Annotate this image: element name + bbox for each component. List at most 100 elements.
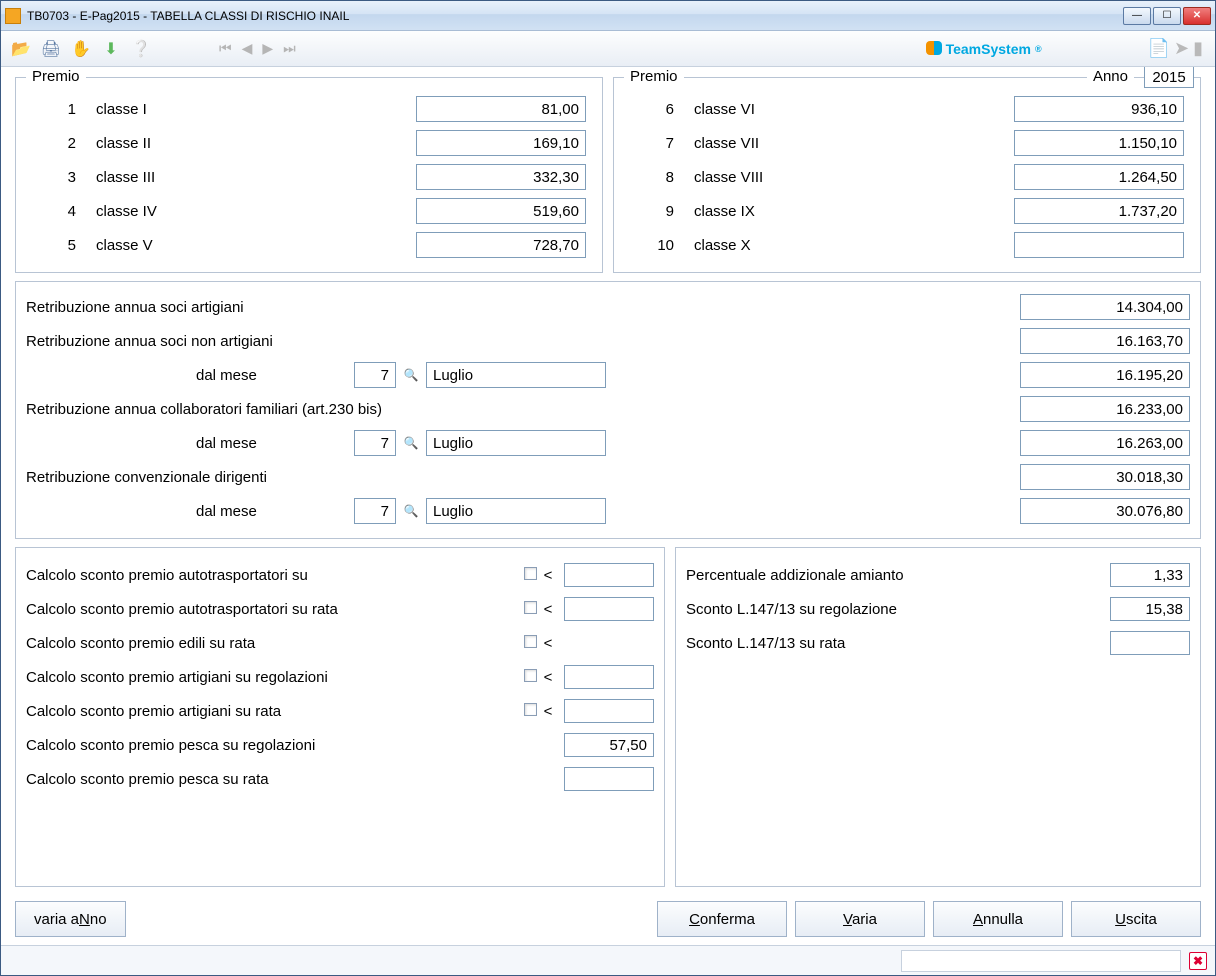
premio-number: 1 [26, 101, 96, 118]
month-num-3[interactable] [354, 498, 396, 524]
premio-value-input[interactable] [416, 96, 586, 122]
calc-label: Calcolo sconto premio edili su rata [26, 635, 520, 652]
calc-row: Calcolo sconto premio autotrasportatori … [26, 592, 654, 626]
status-close-icon[interactable]: ✖ [1189, 952, 1207, 970]
retrib-label-2: Retribuzione annua soci non artigiani [26, 333, 273, 350]
doc-icon[interactable]: 📄 [1148, 38, 1170, 59]
premio-value-input[interactable] [416, 232, 586, 258]
brand-logo: TeamSystem® [926, 41, 1042, 57]
retrib-value-2b[interactable] [1020, 362, 1190, 388]
premio-value-input[interactable] [1014, 96, 1184, 122]
lookup-icon-3[interactable]: 🔍 [402, 502, 420, 520]
retrib-value-3[interactable] [1020, 396, 1190, 422]
premio-number: 3 [26, 169, 96, 186]
retrib-value-4[interactable] [1020, 464, 1190, 490]
premio-number: 5 [26, 237, 96, 254]
calc-row: Calcolo sconto premio autotrasportatori … [26, 558, 654, 592]
retrib-value-4b[interactable] [1020, 498, 1190, 524]
retrib-value-1[interactable] [1020, 294, 1190, 320]
statusbar: ✖ [1, 945, 1215, 975]
calc-value-input[interactable] [564, 563, 654, 587]
varia-button[interactable]: Varia [795, 901, 925, 937]
maximize-button[interactable] [1153, 7, 1181, 25]
calc-checkbox[interactable] [524, 601, 537, 614]
month-num-1[interactable] [354, 362, 396, 388]
calc-row: Calcolo sconto premio artigiani su rata … [26, 694, 654, 728]
calc-value-input[interactable] [564, 733, 654, 757]
lookup-icon-2[interactable]: 🔍 [402, 434, 420, 452]
annulla-button[interactable]: Annulla [933, 901, 1063, 937]
right-row: Percentuale addizionale amianto [686, 558, 1190, 592]
calc-label: Calcolo sconto premio artigiani su rata [26, 703, 520, 720]
export-icon[interactable]: ⬇ [99, 37, 123, 61]
premio-value-input[interactable] [416, 130, 586, 156]
last-icon[interactable]: ⏭ [283, 40, 296, 57]
premio-number: 4 [26, 203, 96, 220]
toolbar: 📂 🖨 ✋ ⬇ ❔ ⏮ ◀ ▶ ⏭ TeamSystem® 📄 ➤ ▮ [1, 31, 1215, 67]
next-icon[interactable]: ▶ [262, 40, 273, 57]
right-value-input[interactable] [1110, 563, 1190, 587]
premio-class-label: classe IX [694, 203, 834, 220]
right-value-input[interactable] [1110, 631, 1190, 655]
help-icon[interactable]: ❔ [129, 37, 153, 61]
page-icon[interactable]: ▮ [1193, 38, 1203, 59]
calc-checkbox[interactable] [524, 567, 537, 580]
arrow-icon[interactable]: ➤ [1174, 38, 1189, 59]
calc-label: Calcolo sconto premio autotrasportatori … [26, 567, 520, 584]
hand-icon[interactable]: ✋ [69, 37, 93, 61]
premio-class-label: classe I [96, 101, 236, 118]
premio-number: 10 [624, 237, 694, 254]
retrib-value-2[interactable] [1020, 328, 1190, 354]
calc-checkbox[interactable] [524, 703, 537, 716]
print-icon[interactable]: 🖨 [39, 37, 63, 61]
month-name-3[interactable] [426, 498, 606, 524]
destra-panel: Percentuale addizionale amianto Sconto L… [675, 547, 1201, 887]
premio-value-input[interactable] [1014, 164, 1184, 190]
minimize-button[interactable] [1123, 7, 1151, 25]
dal-mese-label-3: dal mese [26, 503, 346, 520]
premio-value-input[interactable] [416, 164, 586, 190]
calc-lt: < [540, 703, 556, 720]
varia-anno-button[interactable]: varia aNno [15, 901, 126, 937]
month-num-2[interactable] [354, 430, 396, 456]
lookup-icon-1[interactable]: 🔍 [402, 366, 420, 384]
calc-checkbox[interactable] [524, 669, 537, 682]
premio-value-input[interactable] [1014, 130, 1184, 156]
retrib-value-3b[interactable] [1020, 430, 1190, 456]
right-label: Sconto L.147/13 su rata [686, 635, 1110, 652]
retribuzione-fieldset: Retribuzione annua soci artigiani Retrib… [15, 281, 1201, 539]
month-name-2[interactable] [426, 430, 606, 456]
right-row: Sconto L.147/13 su regolazione [686, 592, 1190, 626]
premio-class-label: classe V [96, 237, 236, 254]
first-icon[interactable]: ⏮ [219, 40, 232, 57]
prev-icon[interactable]: ◀ [242, 40, 253, 57]
month-name-1[interactable] [426, 362, 606, 388]
window-title: TB0703 - E-Pag2015 - TABELLA CLASSI DI R… [27, 9, 1123, 23]
calc-checkbox[interactable] [524, 635, 537, 648]
calc-value-input[interactable] [564, 767, 654, 791]
premio-value-input[interactable] [1014, 198, 1184, 224]
calc-value-input[interactable] [564, 699, 654, 723]
retrib-label-1: Retribuzione annua soci artigiani [26, 299, 244, 316]
calc-label: Calcolo sconto premio pesca su rata [26, 771, 520, 788]
titlebar: TB0703 - E-Pag2015 - TABELLA CLASSI DI R… [1, 1, 1215, 31]
anno-input[interactable] [1144, 67, 1194, 88]
premio-row: 10 classe X [624, 228, 1190, 262]
calc-value-input[interactable] [564, 665, 654, 689]
calc-lt: < [540, 669, 556, 686]
premio-number: 2 [26, 135, 96, 152]
premio-row: 7 classe VII [624, 126, 1190, 160]
right-label: Percentuale addizionale amianto [686, 567, 1110, 584]
premio-left-fieldset: Premio 1 classe I 2 classe II 3 classe I… [15, 77, 603, 273]
uscita-button[interactable]: Uscita [1071, 901, 1201, 937]
calc-value-input[interactable] [564, 597, 654, 621]
retrib-label-3: Retribuzione annua collaboratori familia… [26, 401, 382, 418]
right-value-input[interactable] [1110, 597, 1190, 621]
premio-value-input[interactable] [416, 198, 586, 224]
conferma-button[interactable]: Conferma [657, 901, 787, 937]
close-button[interactable] [1183, 7, 1211, 25]
dal-mese-label-2: dal mese [26, 435, 346, 452]
premio-right-fieldset: Premio Anno 6 classe VI 7 classe VII 8 c… [613, 77, 1201, 273]
premio-value-input[interactable] [1014, 232, 1184, 258]
open-icon[interactable]: 📂 [9, 37, 33, 61]
